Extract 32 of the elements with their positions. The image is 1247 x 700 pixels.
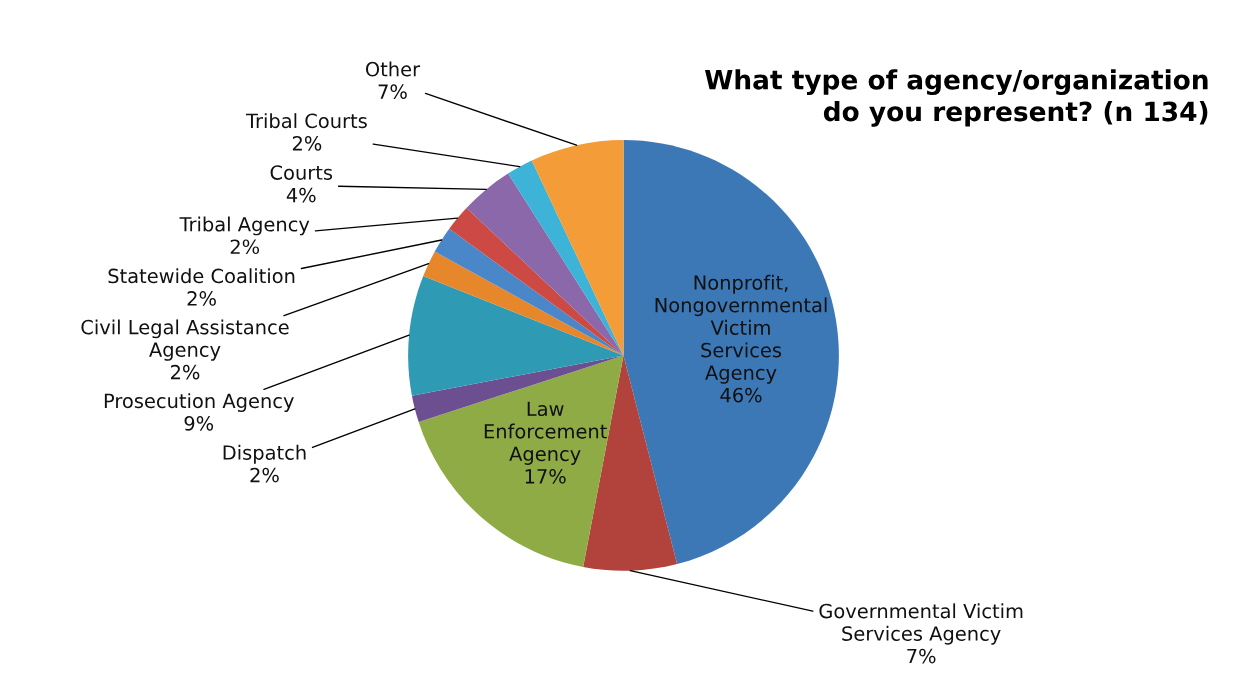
slice-label: Governmental Victim Services Agency: [819, 603, 1023, 645]
data-label: 7%: [907, 648, 936, 664]
data-label: 46%: [720, 387, 762, 403]
slice-label: Courts: [270, 165, 333, 180]
slice-label: Tribal Courts: [245, 113, 367, 129]
pie-slice: [623, 140, 839, 564]
slice-label: Law Enforcement Agency: [484, 401, 607, 465]
pie-slice: [449, 207, 624, 356]
slice-label: Nonprofit, Nongovernmental Victim Services Agency: [655, 274, 827, 384]
data-label: 2%: [230, 239, 260, 255]
slice-label: Statewide Coalition: [108, 268, 295, 284]
slice-label: Other: [365, 61, 421, 77]
pie-slice: [418, 355, 624, 567]
data-label: 17%: [525, 468, 566, 484]
data-label: 2%: [250, 467, 279, 483]
text: What type of agency/organization do you represent? (n 134): [705, 69, 1208, 127]
slice-label: Dispatch: [223, 444, 306, 464]
slice-label: Civil Legal Assistance Agency: [81, 319, 289, 361]
pie-slice: [434, 228, 624, 356]
slice-label: Prosecution Agency: [104, 393, 294, 412]
data-label: 2%: [292, 136, 322, 151]
data-label: 2%: [170, 364, 200, 380]
pie-slice: [531, 140, 624, 356]
pie-slice: [423, 251, 624, 356]
pie-slice: [408, 276, 624, 396]
slice-label: Tribal Agency: [179, 216, 310, 236]
data-label: 4%: [286, 187, 316, 203]
pie-slice: [466, 173, 624, 356]
pie-slice: [508, 160, 624, 356]
data-label: 2%: [187, 291, 216, 306]
data-label: 9%: [184, 416, 214, 431]
data-label: 7%: [378, 84, 407, 100]
